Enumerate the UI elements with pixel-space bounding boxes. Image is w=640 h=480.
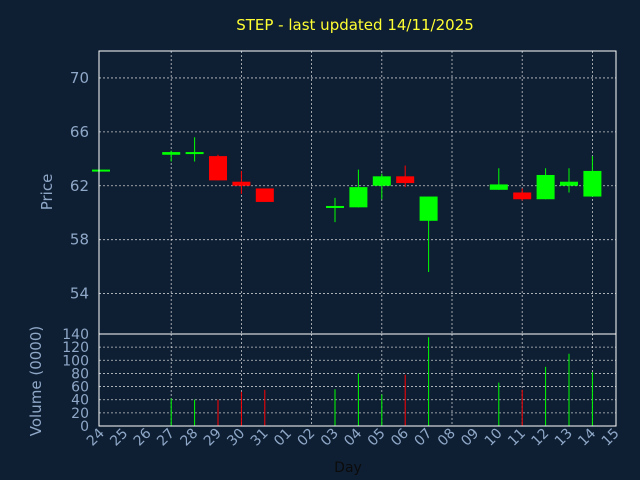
price-tick-label: 62 [70,177,89,195]
candle-body [396,176,415,184]
x-tick-label: 12 [529,426,553,450]
price-tick-label: 66 [70,123,89,141]
candle-body [583,170,602,197]
x-tick-label: 05 [365,426,389,450]
x-tick-label: 10 [482,426,506,450]
x-tick-label: 27 [154,426,178,450]
candle-body [513,192,532,200]
x-tick-label: 02 [295,426,319,450]
x-axis-label: Day [334,460,362,476]
candle-body [162,152,181,155]
candle-body [92,169,110,172]
x-tick-label: 11 [505,426,529,450]
volume-tick-label: 40 [71,393,89,409]
x-tick-label: 31 [248,426,272,450]
x-tick-label: 28 [178,426,202,450]
candle-body [209,156,227,181]
volume-axis-label: Volume (0000) [27,326,45,436]
volume-tick-label: 140 [62,327,89,343]
x-tick-label: 14 [575,425,599,449]
x-tick-label: 06 [388,425,412,449]
candle-body [349,187,368,208]
x-tick-label: 15 [599,426,623,450]
price-tick-label: 58 [70,231,89,249]
x-tick-label: 07 [412,426,436,450]
candle-body [419,196,438,221]
x-tick-label: 25 [107,426,131,450]
price-tick-label: 54 [70,285,89,303]
x-tick-label: 26 [131,425,155,449]
x-tick-label: 29 [201,426,225,450]
x-tick-label: 04 [341,425,365,449]
volume-tick-label: 100 [62,353,89,369]
candle-body [232,181,251,186]
volume-tick-label: 120 [62,340,89,356]
volume-tick-label: 0 [80,419,89,435]
candle-body [536,174,555,200]
candle-body [372,176,391,186]
volume-tick-label: 20 [71,406,89,422]
volume-tick-label: 60 [71,380,89,396]
candle-body [326,205,344,208]
volume-tick-label: 80 [71,366,89,382]
x-tick-label: 03 [318,426,342,450]
volume-panel-frame [98,333,617,427]
x-tick-label: 01 [271,426,295,450]
y-axis-label: Price [38,174,56,211]
price-tick-label: 70 [70,69,89,87]
candle-body [185,152,204,155]
chart-title: STEP - last updated 14/11/2025 [236,16,474,34]
candle-body [560,181,578,186]
candle-body [489,184,508,190]
x-tick-label: 30 [224,426,248,450]
x-tick-label: 09 [458,426,482,450]
x-tick-label: 08 [435,426,459,450]
x-tick-label: 13 [552,426,576,450]
candle-body [255,188,274,202]
